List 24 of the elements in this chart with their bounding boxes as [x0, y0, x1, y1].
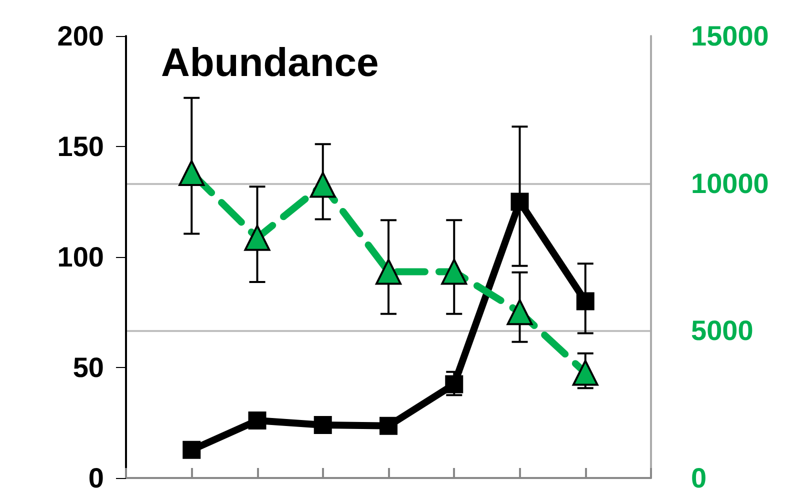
point — [376, 258, 402, 285]
y-tick-label: 100 — [57, 242, 104, 272]
point — [510, 192, 529, 211]
point — [178, 160, 205, 186]
point — [380, 416, 398, 435]
point — [310, 172, 336, 198]
point — [572, 360, 598, 386]
y-tick-label: 0 — [88, 462, 104, 494]
y2-tick-label: 5000 — [691, 315, 754, 346]
point — [576, 292, 594, 310]
point — [314, 416, 332, 434]
y2-tick-label: 15000 — [691, 20, 769, 52]
point — [182, 440, 201, 459]
y-tick-label: 200 — [57, 20, 104, 52]
chart-title: Abundance — [161, 41, 379, 85]
y2-tick-label: 10000 — [691, 168, 769, 199]
y-tick-label: 50 — [72, 352, 104, 383]
point — [248, 412, 266, 430]
y2-tick-label: 0 — [691, 462, 707, 494]
point — [441, 258, 468, 285]
point — [244, 224, 270, 251]
point — [506, 299, 533, 326]
y-tick-label: 150 — [57, 131, 104, 162]
point — [445, 375, 464, 394]
